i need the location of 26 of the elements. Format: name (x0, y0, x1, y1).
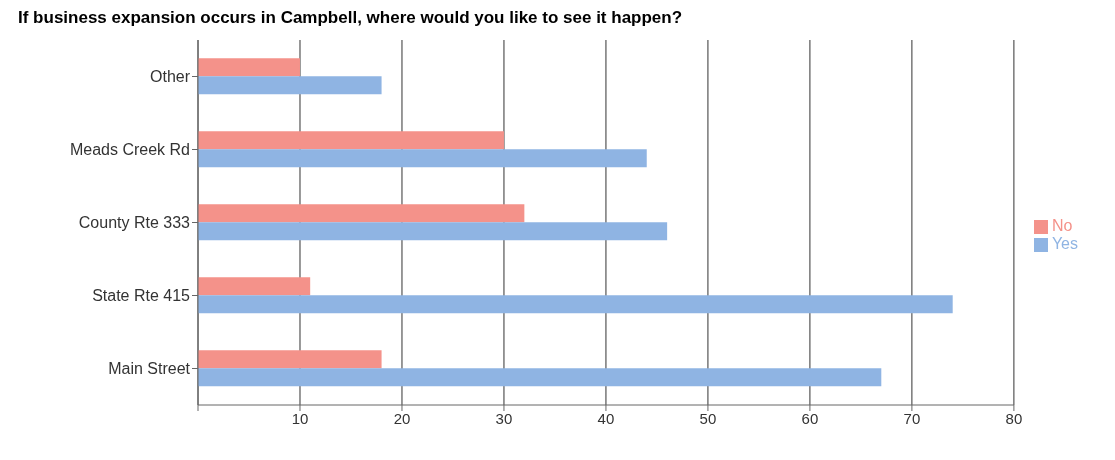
bar (198, 131, 504, 150)
bar (198, 368, 882, 387)
x-tick-label: 60 (801, 409, 819, 427)
chart-title: If business expansion occurs in Campbell, where would you like to see it happen? (17, 8, 684, 29)
legend-label: No (1051, 217, 1073, 234)
y-tick-label: State Rte 415 (92, 287, 191, 305)
bar (198, 222, 668, 241)
x-tick-label: 50 (699, 409, 717, 427)
y-tick-label: Other (149, 68, 191, 86)
y-tick-label: Meads Creek Rd (69, 141, 190, 159)
bar (198, 277, 311, 296)
x-tick-label: 10 (291, 409, 309, 427)
bar (198, 76, 382, 95)
x-tick-label: 30 (495, 409, 513, 427)
bar (198, 204, 525, 223)
x-tick-label: 80 (1005, 409, 1023, 427)
bar (198, 58, 300, 77)
y-tick-label: County Rte 333 (78, 214, 191, 232)
legend-label: Yes (1051, 235, 1078, 252)
bar (198, 149, 647, 168)
y-tick-label: Main Street (108, 360, 191, 378)
bar (198, 295, 953, 314)
x-tick-label: 40 (597, 409, 615, 427)
bar (198, 350, 382, 369)
x-tick-label: 70 (903, 409, 921, 427)
x-tick-label: 20 (393, 409, 411, 427)
